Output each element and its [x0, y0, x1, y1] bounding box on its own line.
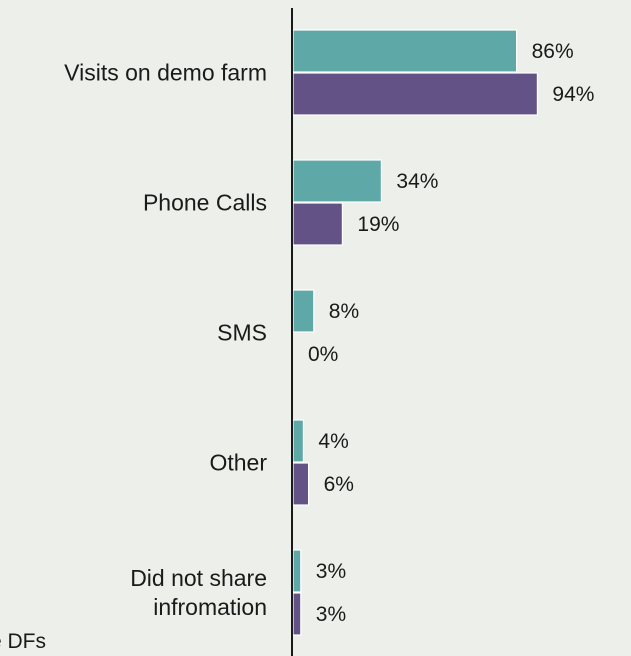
data-label: 8%: [329, 300, 359, 323]
bar: [292, 592, 302, 636]
data-label: 94%: [552, 83, 594, 106]
data-label: 19%: [357, 213, 399, 236]
bar: [292, 549, 302, 593]
bar: [292, 419, 304, 463]
data-label: 86%: [532, 40, 574, 63]
category-label: Visits on demo farm: [64, 60, 267, 86]
category-label: Phone Calls: [143, 190, 267, 216]
data-label: 34%: [396, 170, 438, 193]
bars-layer: Visits on demo farm 86% 94% Phone Calls 34% 1…: [64, 29, 594, 636]
data-label: 4%: [318, 430, 348, 453]
bar: [292, 462, 310, 506]
data-label: 3%: [316, 603, 346, 626]
bar: [292, 289, 315, 333]
category-label: infromation: [153, 594, 267, 620]
bar: [292, 72, 538, 116]
bar: [292, 29, 518, 73]
bar: [292, 202, 344, 246]
category-label: Other: [209, 450, 267, 476]
data-label: 6%: [324, 473, 354, 496]
category-label: SMS: [217, 320, 267, 346]
category-label: Did not share: [130, 565, 267, 591]
bar: [292, 159, 383, 203]
footnote-text: e DFs: [0, 630, 47, 653]
data-label: 0%: [308, 343, 338, 366]
data-label: 3%: [316, 560, 346, 583]
